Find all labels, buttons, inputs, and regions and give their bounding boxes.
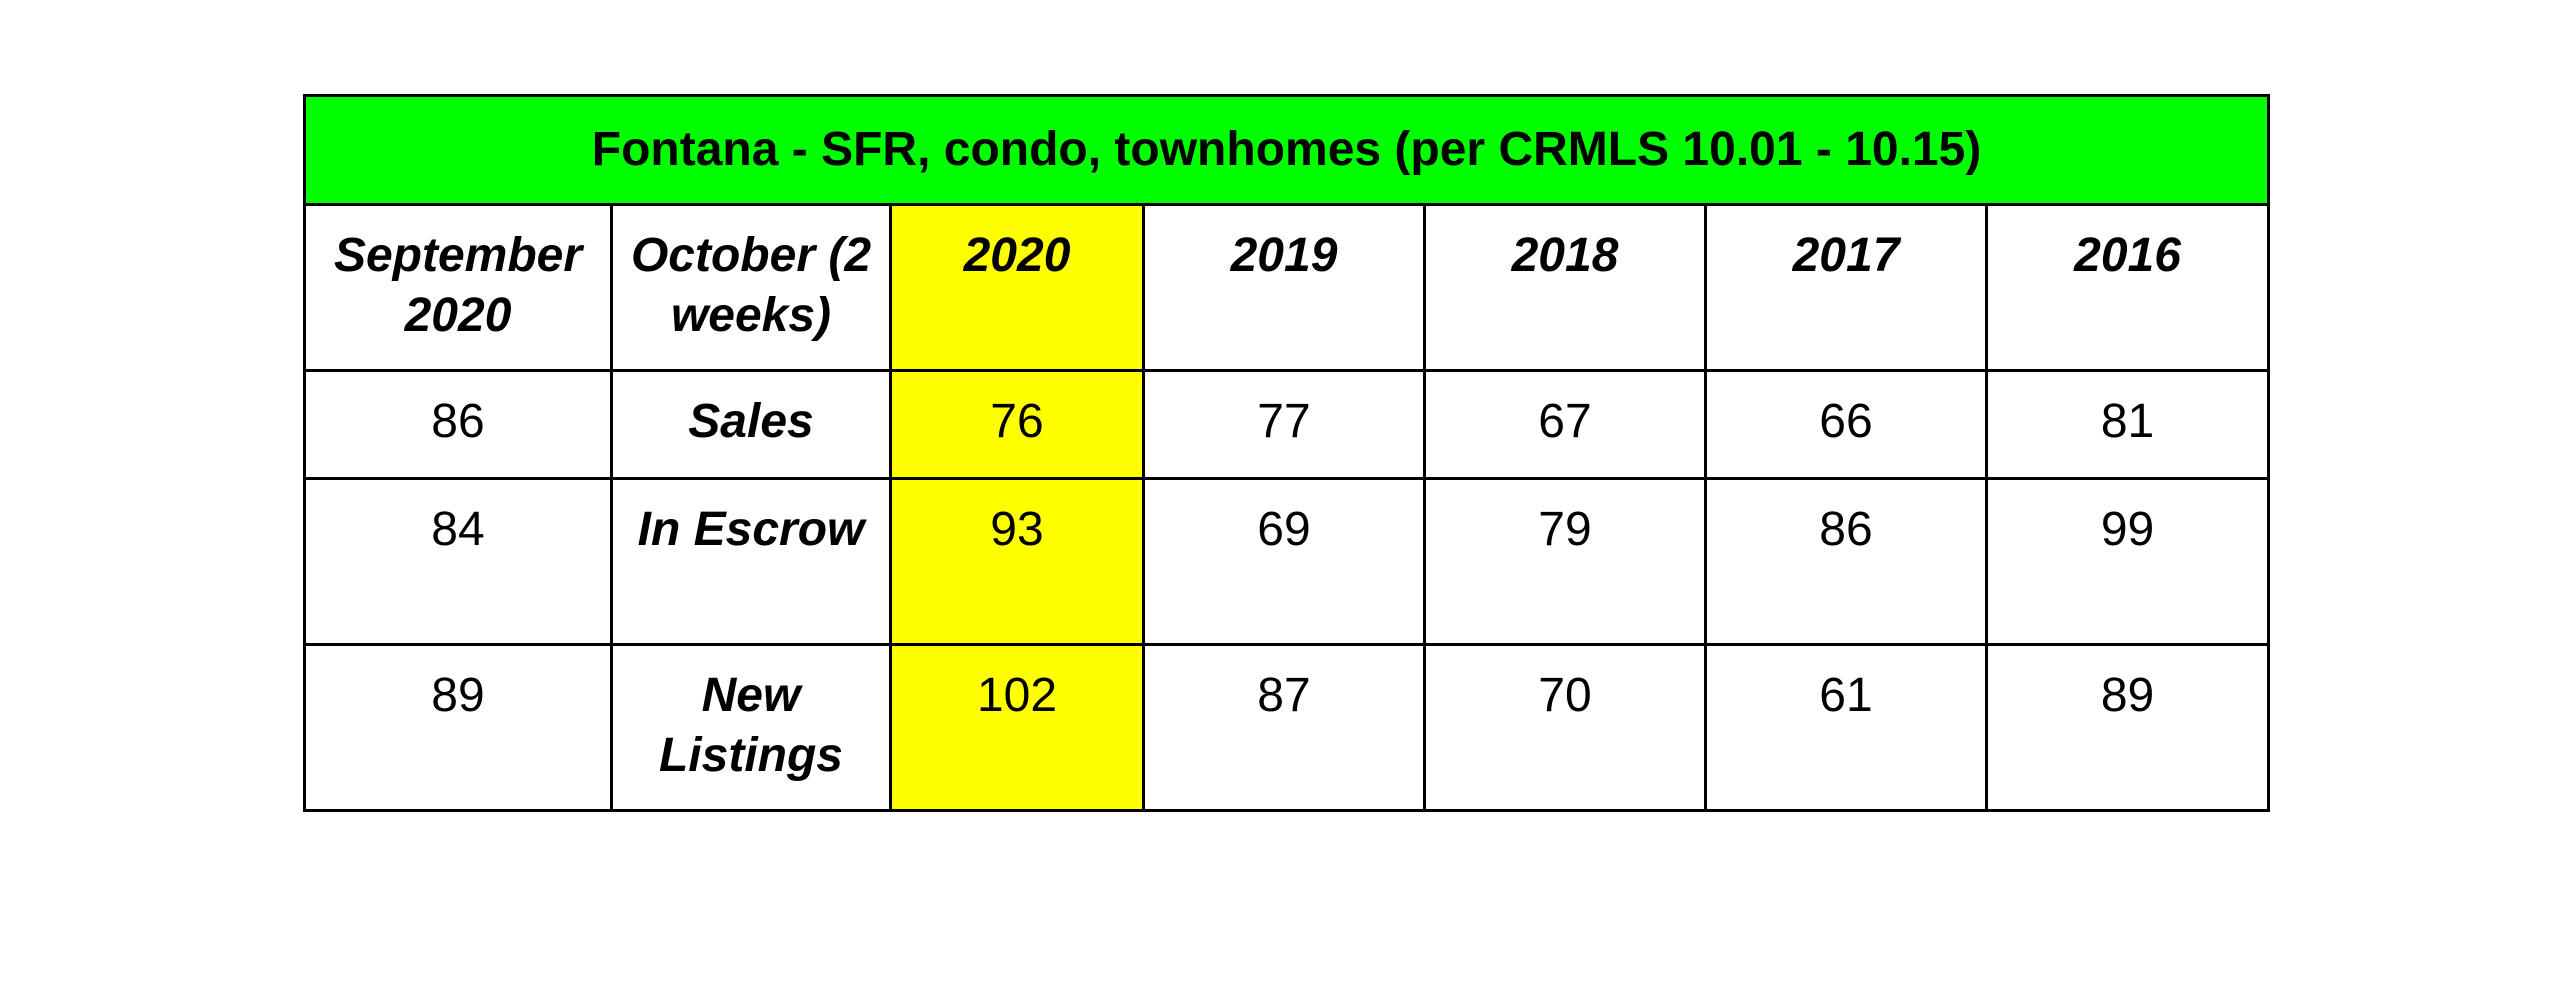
cell-2020: 93 xyxy=(889,477,1145,646)
table-title: Fontana - SFR, condo, townhomes (per CRM… xyxy=(302,94,2271,206)
header-september-2020: September 2020 xyxy=(303,203,613,372)
cell-2019: 87 xyxy=(1142,643,1426,812)
table-row-sales: 86 Sales 76 77 67 66 81 xyxy=(303,369,2271,480)
cell-2018: 70 xyxy=(1423,643,1707,812)
row-label: In Escrow xyxy=(610,477,892,646)
cell-september-2020: 84 xyxy=(303,477,613,646)
cell-2019: 69 xyxy=(1142,477,1426,646)
market-stats-table: Fontana - SFR, condo, townhomes (per CRM… xyxy=(302,94,2271,812)
cell-2016: 89 xyxy=(1984,643,2271,812)
cell-2018: 79 xyxy=(1423,477,1707,646)
cell-2016: 81 xyxy=(1984,369,2271,480)
cell-2020: 102 xyxy=(889,643,1145,812)
cell-2018: 67 xyxy=(1423,369,1707,480)
cell-september-2020: 86 xyxy=(303,369,613,480)
table-title-row: Fontana - SFR, condo, townhomes (per CRM… xyxy=(302,94,2271,206)
cell-2016: 99 xyxy=(1984,477,2271,646)
cell-2017: 86 xyxy=(1704,477,1988,646)
header-2020: 2020 xyxy=(889,203,1145,372)
row-label: New Listings xyxy=(610,643,892,812)
cell-2017: 66 xyxy=(1704,369,1988,480)
table-row-new-listings: 89 New Listings 102 87 70 61 89 xyxy=(303,643,2271,812)
cell-2017: 61 xyxy=(1704,643,1988,812)
row-label: Sales xyxy=(610,369,892,480)
table-header-row: September 2020 October (2 weeks) 2020 20… xyxy=(303,203,2271,372)
header-2018: 2018 xyxy=(1423,203,1707,372)
header-2016: 2016 xyxy=(1984,203,2271,372)
header-2019: 2019 xyxy=(1142,203,1426,372)
table-row-in-escrow: 84 In Escrow 93 69 79 86 99 xyxy=(303,477,2271,646)
header-2017: 2017 xyxy=(1704,203,1988,372)
cell-2020: 76 xyxy=(889,369,1145,480)
cell-september-2020: 89 xyxy=(303,643,613,812)
header-october-2-weeks: October (2 weeks) xyxy=(610,203,892,372)
cell-2019: 77 xyxy=(1142,369,1426,480)
